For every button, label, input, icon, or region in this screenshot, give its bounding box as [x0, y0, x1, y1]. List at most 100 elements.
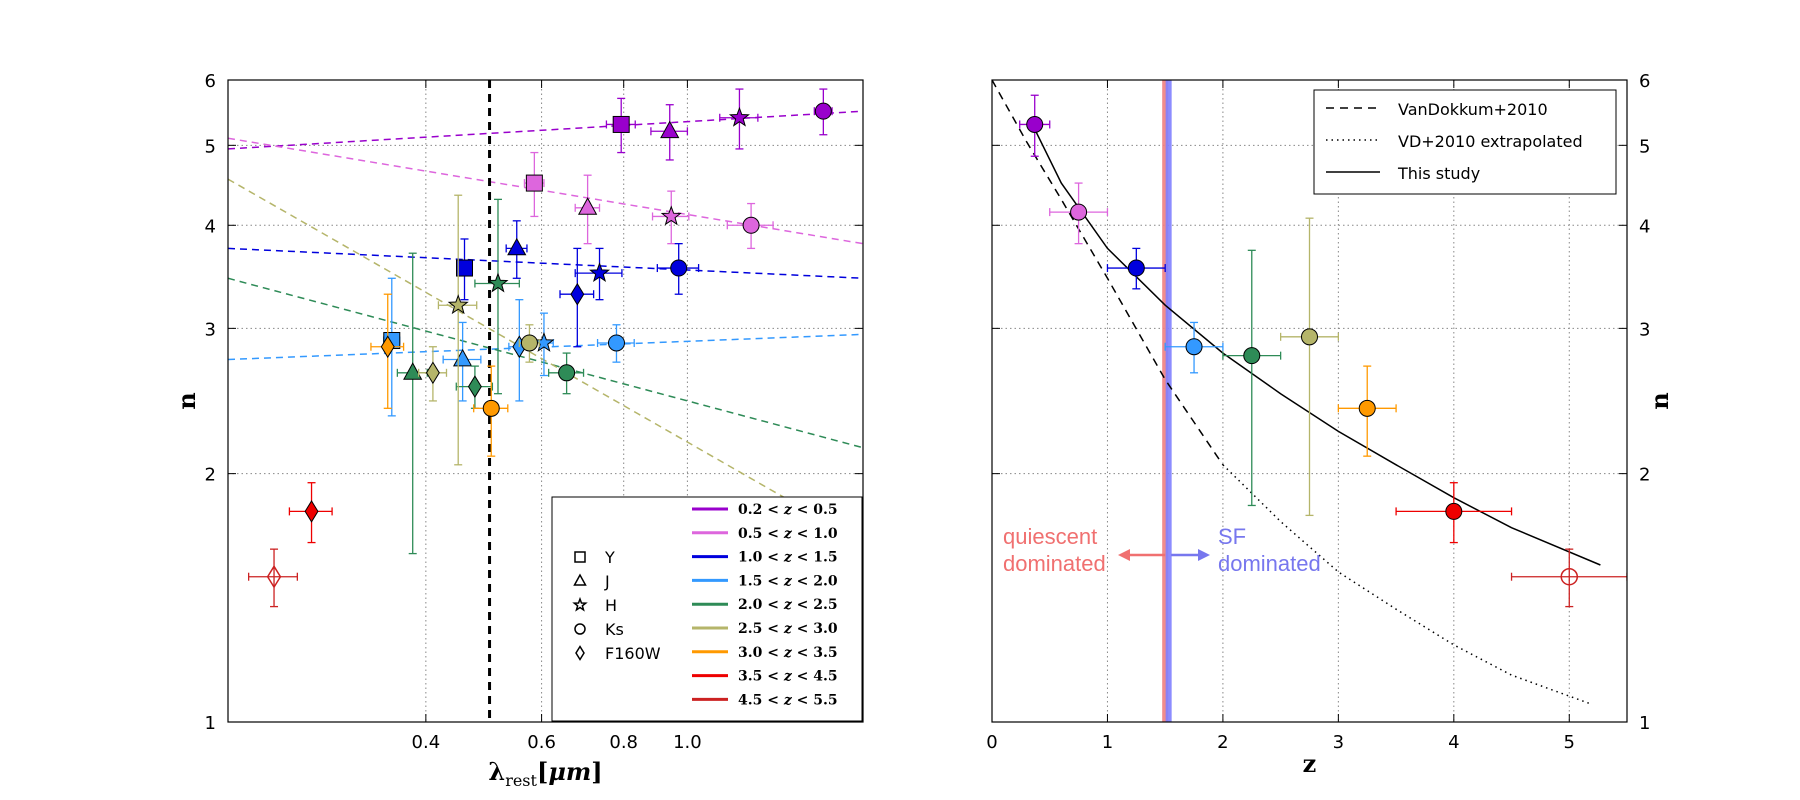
point-2-5-z-3-0-diamond-2-marker: [425, 361, 440, 385]
point-3-0-z-3-5-diamond-1-marker: [380, 335, 395, 359]
point-0-5-z-1-0-circle-3-marker: [742, 216, 760, 234]
z-point-5-marker: [1301, 328, 1318, 346]
point-1-5-z-2-0-triangle-1-marker: [452, 348, 473, 367]
point-1-0-z-1-5-star-2-marker: [589, 262, 611, 283]
trend-line-2-5-z-3-0: [228, 178, 863, 544]
legend-label-0-2-z-0-5: 0.2 < z < 0.5: [738, 502, 838, 518]
annotation-quiescent-line1: quiescent: [1003, 524, 1097, 549]
x-tick-label-0-8: 0.8: [609, 732, 638, 753]
legend-label-1-0-z-1-5: 1.0 < z < 1.5: [738, 550, 838, 566]
y-axis-label: n: [172, 392, 201, 409]
point-2-0-z-2-5-triangle-0-marker: [403, 362, 423, 380]
y-axis-label-right: n: [1645, 392, 1674, 409]
x-axis-label-z: z: [1303, 749, 1317, 778]
legend-marker-star: [572, 596, 588, 612]
point-0-2-z-0-5-star-2-marker: [728, 106, 750, 127]
point-1-0-z-1-5-triangle-1-marker: [507, 237, 527, 256]
legend2-label-vandokkum-2010: VanDokkum+2010: [1398, 100, 1548, 119]
point-2-5-z-3-0-circle-1-marker: [520, 334, 538, 352]
vertical-line-0: [1162, 80, 1169, 722]
curve-vandokkum-2010: [992, 80, 1224, 466]
y-tick-label-z-2: 2: [1639, 465, 1650, 486]
legend-label-2-5-z-3-0: 2.5 < z < 3.0: [738, 621, 838, 637]
z-point-7-marker: [1445, 502, 1463, 520]
legend-label-1-5-z-2-0: 1.5 < z < 2.0: [738, 573, 838, 589]
annotation-sf-line1: SF: [1218, 524, 1246, 549]
x-tick-label-1: 1.0: [673, 732, 702, 753]
x-tick-label-z-2: 2: [1217, 732, 1228, 753]
point-0-2-z-0-5-circle-3-marker: [814, 102, 832, 120]
point-3-5-z-4-5-diamond-0-marker: [304, 500, 319, 523]
y-tick-label-2: 2: [205, 465, 216, 486]
legend-label-0-5-z-1-0: 0.5 < z < 1.0: [738, 526, 838, 542]
legend2-label-vd-2010-extrapolated: VD+2010 extrapolated: [1398, 132, 1583, 151]
point-2-0-z-2-5-circle-2-marker: [558, 364, 576, 382]
point-0-5-z-1-0-triangle-1-marker: [577, 197, 598, 215]
legend-label-2-0-z-2-5: 2.0 < z < 2.5: [738, 597, 838, 613]
trend-lines: [228, 110, 863, 544]
legend-marker-diamond: [575, 645, 585, 661]
trend-line-0-5-z-1-0: [228, 137, 863, 245]
point-1-0-z-1-5-circle-3-marker: [670, 259, 688, 277]
point-1-0-z-1-5-diamond-4-marker: [570, 282, 585, 306]
point-2-5-z-3-0-star-0-marker: [447, 294, 469, 315]
y-tick-label-4: 4: [205, 216, 216, 237]
left-panel-wavelength-plot: 0.4 0.6 0.8 1.0 1 2 3 4 5 6 λrest[μm] n YJH Ks F160W 0.…: [172, 71, 864, 790]
legend-label-4-5-z-5-5: 4.5 < z < 5.5: [738, 692, 838, 708]
y-tick-label-5: 5: [205, 136, 216, 157]
data-points: [247, 88, 833, 608]
model-curves: [992, 80, 1601, 706]
annotation-sf-line2: dominated: [1218, 551, 1321, 576]
y-tick-label-z-1: 1: [1639, 713, 1650, 734]
point-1-0-z-1-5-square-0-marker: [456, 259, 474, 277]
point-0-5-z-1-0-star-2-marker: [660, 205, 682, 226]
x-tick-label-z-3: 3: [1333, 732, 1344, 753]
x-tick-label-z-1: 1: [1102, 732, 1113, 753]
z-point-0-marker: [1026, 115, 1044, 133]
legend-box-2: [1313, 89, 1617, 195]
point-4-5-z-5-5-diamond-0-marker: [266, 564, 282, 589]
legend-marker-triangle: [573, 573, 587, 586]
point-0-5-z-1-0-square-0-marker: [525, 174, 543, 192]
legend-label-f160w: F160W: [605, 644, 661, 663]
vertical-bands: [1162, 80, 1172, 722]
curve-this-study: [1031, 124, 1601, 566]
x-tick-label-z-4: 4: [1448, 732, 1459, 753]
legend2-label-this-study: This study: [1397, 164, 1480, 183]
panel2-frame: [991, 79, 1628, 723]
vertical-line-1: [1165, 80, 1172, 722]
z-point-1-marker: [1070, 203, 1088, 221]
trend-line-2-0-z-2-5: [228, 277, 863, 449]
legend-label-3-5-z-4-5: 3.5 < z < 4.5: [738, 669, 838, 685]
arrow-quiescent-head: [1118, 549, 1130, 561]
z-point-4-marker: [1243, 347, 1261, 365]
z-point-8-marker: [1560, 567, 1579, 586]
legend-marker-square: [574, 551, 586, 563]
y-tick-label-z-5: 5: [1639, 136, 1650, 157]
z-point-2-marker: [1127, 259, 1145, 277]
legend-panel1: YJH Ks F160W 0.2 < z < 0.5 0.5 < z < 1.0 1.0 …: [551, 496, 863, 722]
curve-vd-2010-extrapolated: [1222, 464, 1593, 706]
z-point-3-marker: [1185, 338, 1203, 356]
y-tick-label-6: 6: [205, 71, 216, 92]
legend-label-y: Y: [604, 548, 615, 567]
point-2-0-z-2-5-diamond-3-marker: [467, 375, 482, 398]
y-tick-label-3: 3: [205, 319, 216, 340]
point-0-2-z-0-5-triangle-1-marker: [660, 120, 680, 139]
y-tick-label-z-4: 4: [1639, 216, 1650, 237]
x-tick-label-z-0: 0: [986, 732, 997, 753]
legend-label-ks: Ks: [605, 620, 624, 639]
annotation-quiescent-line2: dominated: [1003, 551, 1106, 576]
panel1-frame: [227, 79, 864, 723]
redshift-points: [1019, 94, 1627, 608]
legend-label-h: H: [605, 596, 617, 615]
trend-line-1-0-z-1-5: [228, 247, 863, 280]
legend-label-j: J: [604, 572, 610, 591]
point-0-2-z-0-5-square-0-marker: [612, 115, 630, 133]
point-3-0-z-3-5-circle-0-marker: [482, 399, 500, 417]
point-1-5-z-2-0-circle-3-marker: [607, 334, 625, 352]
y-tick-label-z-6: 6: [1639, 71, 1650, 92]
z-point-6-marker: [1358, 399, 1376, 417]
legend-panel2: VanDokkum+2010 VD+2010 extrapolated This s…: [1313, 89, 1617, 195]
x-tick-label-0-4: 0.4: [412, 732, 441, 753]
